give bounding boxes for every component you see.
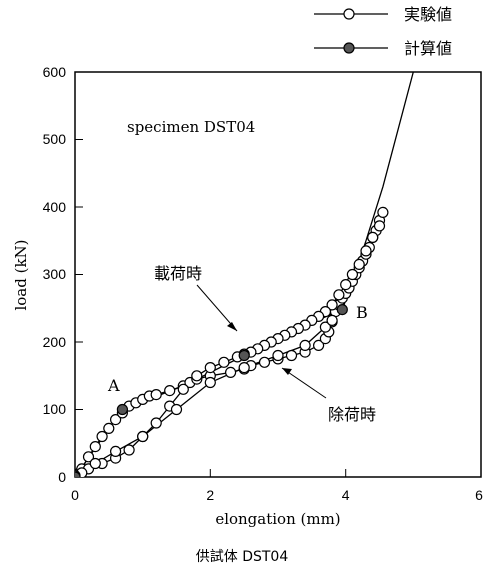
y-axis-label: load (kN) [12, 239, 30, 310]
legend: 実験値 計算値 [314, 5, 452, 58]
experiment-point [150, 417, 162, 429]
legend-label-experiment: 実験値 [404, 5, 452, 24]
experiment-point [177, 383, 189, 395]
experiment-point [340, 279, 352, 291]
y-axis: 0 100 200 300 400 500 600 [43, 64, 83, 485]
legend-label-calc: 計算値 [404, 39, 452, 58]
experiment-point [346, 268, 358, 281]
experiment-point [103, 422, 115, 434]
legend-marker-experiment [343, 8, 355, 20]
series-layer [75, 72, 414, 477]
experiment-point [377, 206, 389, 218]
experiment-point [258, 356, 271, 368]
legend-marker-calc [343, 42, 355, 54]
experiment-point [285, 349, 298, 362]
point-a-label: A [107, 376, 120, 395]
unloading-arrow-head [282, 368, 292, 375]
unloading-point [137, 430, 149, 443]
experiment-point [204, 362, 216, 374]
experiment-point [218, 356, 230, 368]
specimen-label: specimen DST04 [127, 118, 255, 136]
calc-point [75, 471, 81, 477]
calc-point [116, 403, 129, 416]
y-tick-200: 200 [43, 334, 67, 350]
unloading-point [204, 376, 216, 389]
x-tick-6: 6 [475, 487, 483, 503]
unloading-point [109, 445, 122, 457]
unloading-point [326, 314, 338, 326]
experiment-point [333, 289, 345, 301]
unloading-label: 除荷時 [328, 405, 376, 424]
unloading-point [170, 403, 183, 416]
experiment-point [89, 441, 101, 453]
unloading-point [89, 457, 101, 470]
figure-caption: 供試体 DST04 [195, 549, 289, 565]
y-tick-0: 0 [58, 469, 66, 485]
x-tick-0: 0 [71, 487, 79, 503]
experiment-point [367, 231, 379, 243]
loading-label: 載荷時 [154, 264, 202, 283]
loading-arrow-head [227, 322, 237, 331]
x-axis: 0 2 4 6 [71, 469, 483, 503]
experiment-point [150, 389, 162, 401]
experiment-point [373, 220, 386, 232]
experiment-point [191, 370, 203, 382]
unloading-point [272, 349, 284, 362]
experiment-point [225, 366, 237, 378]
experiment-point [82, 451, 95, 463]
y-tick-100: 100 [43, 401, 67, 417]
experiment-point [353, 258, 365, 270]
unloading-point [319, 321, 331, 333]
experiment-line [75, 212, 384, 477]
unloading-arrow [281, 367, 327, 399]
experiment-point [360, 245, 372, 257]
y-tick-500: 500 [43, 131, 67, 147]
y-tick-300: 300 [43, 266, 67, 282]
y-tick-400: 400 [43, 199, 67, 215]
experiment-point [96, 430, 108, 443]
unloading-point [299, 339, 311, 351]
calc-point [238, 349, 250, 362]
point-b-label: B [356, 303, 368, 322]
y-tick-600: 600 [43, 64, 67, 80]
x-tick-4: 4 [342, 487, 350, 503]
x-axis-label: elongation (mm) [215, 510, 340, 528]
experiment-point [164, 385, 176, 397]
experiment-point [123, 444, 135, 456]
unloading-point [238, 362, 250, 374]
experiment-point [326, 299, 338, 311]
experiment-point [109, 414, 122, 426]
x-tick-2: 2 [206, 487, 214, 503]
experiment-point [313, 339, 325, 351]
annotation-arrows [196, 284, 327, 399]
calc-point [336, 304, 348, 316]
